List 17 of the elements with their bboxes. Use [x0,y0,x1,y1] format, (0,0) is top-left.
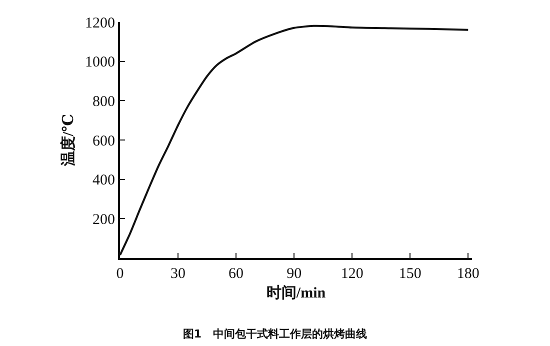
text: 图1 中间包干式料工作层的烘烤曲线 [182,327,368,340]
x-tick-label: 120 [340,266,364,282]
y-tick-label: 600 [92,133,115,150]
x-tick-label: 90 [286,266,302,282]
y-tick-label: 1000 [85,54,115,71]
line-series [120,24,470,256]
y-tick-label: 1200 [85,15,115,32]
x-tick-label: 0 [116,266,124,282]
x-tick-label: 150 [398,266,422,282]
y-tick-label: 800 [92,94,115,110]
x-axis-title: 时间/min [266,284,326,302]
x-tick-label: 30 [170,266,186,282]
y-tick-label: 400 [92,172,115,189]
x-tick-label: 180 [456,266,480,282]
x-tick-label: 60 [228,266,244,282]
y-tick-label: 200 [92,212,115,228]
y-axis-title: 温度/℃ [58,114,77,168]
